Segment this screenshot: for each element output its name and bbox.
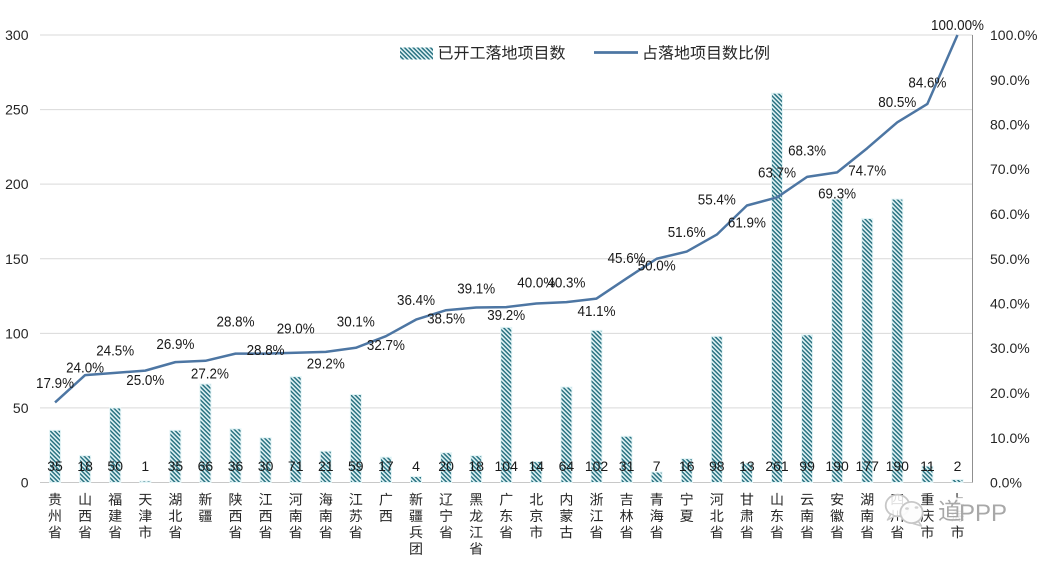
svg-text:28.8%: 28.8% [217, 313, 255, 330]
svg-text:0.0%: 0.0% [990, 475, 1022, 491]
svg-text:80.0%: 80.0% [990, 117, 1030, 133]
svg-text:29.2%: 29.2% [307, 355, 345, 372]
svg-text:200: 200 [5, 176, 29, 192]
svg-text:90.0%: 90.0% [990, 72, 1030, 88]
svg-text:55.4%: 55.4% [698, 191, 736, 208]
svg-text:35: 35 [168, 458, 184, 474]
svg-text:31: 31 [619, 458, 635, 474]
svg-text:177: 177 [856, 458, 880, 474]
svg-text:74.7%: 74.7% [848, 163, 886, 180]
svg-text:50.0%: 50.0% [990, 251, 1030, 267]
svg-text:29.0%: 29.0% [277, 320, 315, 337]
svg-text:20: 20 [438, 458, 454, 474]
svg-text:104: 104 [495, 458, 519, 474]
svg-text:24.0%: 24.0% [66, 359, 104, 376]
svg-text:30.0%: 30.0% [990, 340, 1030, 356]
svg-text:300: 300 [5, 27, 29, 43]
svg-text:27.2%: 27.2% [191, 365, 229, 382]
svg-text:0: 0 [21, 475, 29, 491]
svg-text:36.4%: 36.4% [397, 292, 435, 309]
svg-text:40.3%: 40.3% [547, 274, 585, 291]
svg-text:80.5%: 80.5% [878, 94, 916, 111]
svg-text:261: 261 [765, 458, 789, 474]
svg-text:20.0%: 20.0% [990, 385, 1030, 401]
svg-text:18: 18 [77, 458, 93, 474]
svg-text:11: 11 [920, 458, 935, 474]
svg-text:98: 98 [709, 458, 725, 474]
svg-text:63.7%: 63.7% [758, 164, 796, 181]
svg-text:14: 14 [529, 458, 545, 474]
svg-text:30.1%: 30.1% [337, 313, 375, 330]
svg-text:25.0%: 25.0% [126, 372, 164, 389]
svg-text:40.0%: 40.0% [990, 296, 1030, 312]
svg-text:66: 66 [198, 458, 214, 474]
svg-text:50: 50 [107, 458, 123, 474]
svg-text:100.0%: 100.0% [990, 27, 1037, 43]
svg-text:71: 71 [288, 458, 304, 474]
svg-text:10.0%: 10.0% [990, 430, 1030, 446]
svg-text:70.0%: 70.0% [990, 161, 1030, 177]
svg-text:61.9%: 61.9% [728, 214, 766, 231]
svg-text:190: 190 [886, 458, 910, 474]
svg-text:21: 21 [318, 458, 334, 474]
svg-text:150: 150 [5, 251, 29, 267]
svg-text:18: 18 [468, 458, 484, 474]
svg-text:24.5%: 24.5% [96, 342, 134, 359]
svg-text:50.0%: 50.0% [638, 257, 676, 274]
svg-text:26.9%: 26.9% [156, 336, 194, 353]
svg-text:35: 35 [47, 458, 63, 474]
svg-text:17.9%: 17.9% [36, 375, 74, 392]
svg-text:69.3%: 69.3% [818, 185, 856, 202]
svg-text:30: 30 [258, 458, 274, 474]
svg-text:1: 1 [141, 458, 149, 474]
svg-text:100: 100 [5, 325, 29, 341]
svg-text:51.6%: 51.6% [668, 224, 706, 241]
svg-text:99: 99 [799, 458, 815, 474]
svg-text:2: 2 [954, 458, 962, 474]
svg-text:39.2%: 39.2% [487, 307, 525, 324]
svg-text:102: 102 [585, 458, 609, 474]
svg-text:41.1%: 41.1% [578, 303, 616, 320]
svg-text:68.3%: 68.3% [788, 142, 826, 159]
svg-text:59: 59 [348, 458, 364, 474]
svg-text:38.5%: 38.5% [427, 310, 465, 327]
svg-text:64: 64 [559, 458, 575, 474]
svg-text:250: 250 [5, 102, 29, 118]
svg-text:100.00%: 100.00% [931, 17, 984, 34]
svg-text:4: 4 [412, 458, 420, 474]
svg-text:28.8%: 28.8% [247, 342, 285, 359]
svg-text:60.0%: 60.0% [990, 206, 1030, 222]
svg-text:PPP: PPP [959, 500, 1007, 527]
svg-text:45.6%: 45.6% [608, 250, 646, 267]
svg-text:190: 190 [825, 458, 849, 474]
svg-text:32.7%: 32.7% [367, 337, 405, 354]
svg-text:39.1%: 39.1% [457, 280, 495, 297]
svg-text:17: 17 [378, 458, 394, 474]
svg-text:40.0%: 40.0% [517, 274, 555, 291]
svg-text:7: 7 [653, 458, 661, 474]
svg-text:36: 36 [228, 458, 244, 474]
svg-text:16: 16 [679, 458, 695, 474]
svg-text:13: 13 [739, 458, 755, 474]
svg-text:84.6%: 84.6% [908, 74, 946, 91]
svg-text:50: 50 [13, 400, 29, 416]
